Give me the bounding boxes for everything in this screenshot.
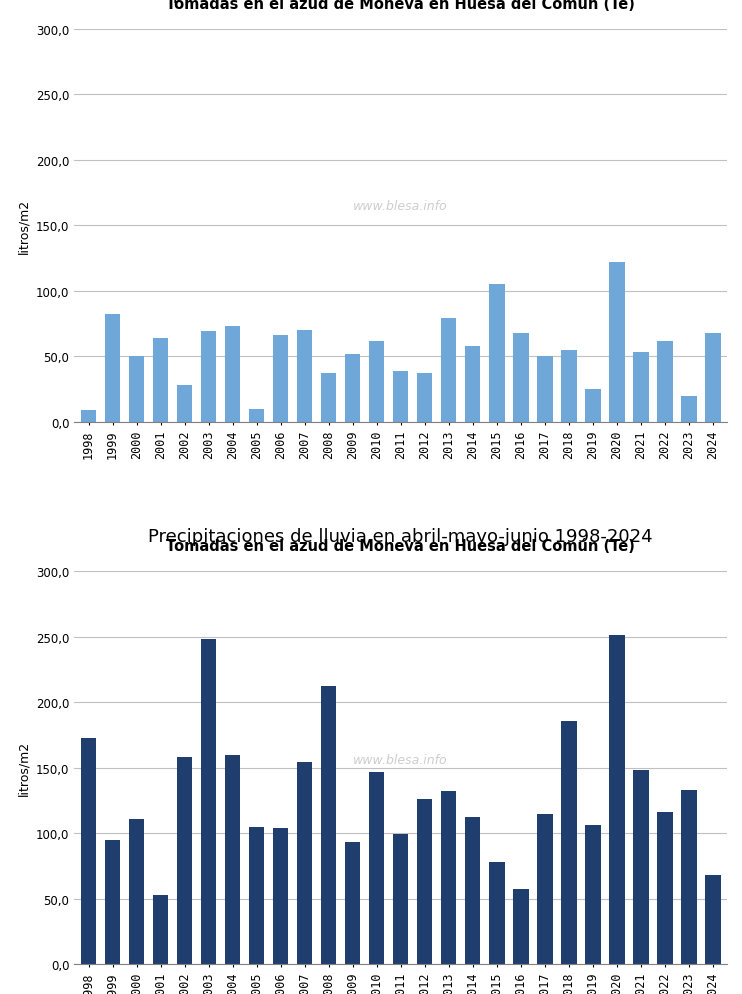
Bar xyxy=(585,390,600,422)
Bar xyxy=(129,357,145,422)
Title: Precipitaciones de lluvia en abril-mayo-junio 1998-2024: Precipitaciones de lluvia en abril-mayo-… xyxy=(148,527,653,545)
Bar xyxy=(561,351,577,422)
Bar xyxy=(633,770,649,964)
Bar xyxy=(657,812,672,964)
Bar xyxy=(249,410,264,422)
Bar xyxy=(585,825,600,964)
Bar xyxy=(441,319,456,422)
Bar xyxy=(417,799,433,964)
Bar xyxy=(321,374,336,422)
Bar xyxy=(177,386,192,422)
Bar xyxy=(513,333,528,422)
Bar xyxy=(609,262,625,422)
Bar xyxy=(681,397,697,422)
Bar xyxy=(609,636,625,964)
Bar xyxy=(465,818,481,964)
Bar xyxy=(489,285,505,422)
Bar xyxy=(705,875,720,964)
Bar xyxy=(297,331,312,422)
Bar xyxy=(657,341,672,422)
Text: www.blesa.info: www.blesa.info xyxy=(353,200,448,213)
Bar xyxy=(201,640,217,964)
Bar xyxy=(321,687,336,964)
Bar xyxy=(201,332,217,422)
Bar xyxy=(129,819,145,964)
Bar xyxy=(81,738,96,964)
Bar xyxy=(81,411,96,422)
Bar xyxy=(513,890,528,964)
Text: Tomadas en el azud de Moneva en Huesa del Común (Te): Tomadas en el azud de Moneva en Huesa de… xyxy=(166,0,635,12)
Bar xyxy=(297,762,312,964)
Bar xyxy=(369,771,384,964)
Bar xyxy=(345,354,361,422)
Bar xyxy=(393,835,409,964)
Bar xyxy=(177,757,192,964)
Bar xyxy=(537,814,553,964)
Bar xyxy=(633,353,649,422)
Bar xyxy=(441,791,456,964)
Bar xyxy=(417,374,433,422)
Bar xyxy=(153,339,168,422)
Bar xyxy=(537,357,553,422)
Bar xyxy=(345,843,361,964)
Bar xyxy=(465,347,481,422)
Bar xyxy=(273,828,289,964)
Y-axis label: litros/m2: litros/m2 xyxy=(17,741,30,795)
Bar xyxy=(393,372,409,422)
Bar xyxy=(249,827,264,964)
Bar xyxy=(489,862,505,964)
Bar xyxy=(273,336,289,422)
Text: www.blesa.info: www.blesa.info xyxy=(353,753,448,766)
Bar xyxy=(561,721,577,964)
Y-axis label: litros/m2: litros/m2 xyxy=(17,199,30,253)
Text: Tomadas en el azud de Moneva en Huesa del Común (Te): Tomadas en el azud de Moneva en Huesa de… xyxy=(166,539,635,554)
Bar xyxy=(105,315,120,422)
Bar xyxy=(681,790,697,964)
Bar xyxy=(105,840,120,964)
Bar xyxy=(225,327,240,422)
Bar xyxy=(705,333,720,422)
Bar xyxy=(225,754,240,964)
Bar xyxy=(153,895,168,964)
Bar xyxy=(369,341,384,422)
Title: Precipitaciones de lluvia en enero-febrero-marzo 1998-2024: Precipitaciones de lluvia en enero-febre… xyxy=(129,0,672,3)
